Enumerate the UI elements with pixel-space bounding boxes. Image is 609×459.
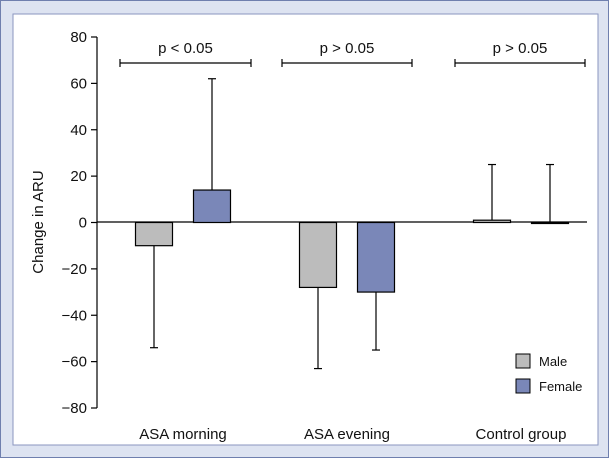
y-tick-label: −20 xyxy=(62,261,87,278)
y-ticks: 80 60 40 20 0 −20 −40 −60 −80 xyxy=(62,29,97,417)
legend: Male Female xyxy=(515,353,582,394)
significance-label: p < 0.05 xyxy=(158,40,213,57)
female-bar xyxy=(192,189,232,224)
legend-label: Male xyxy=(539,354,567,369)
male-bar xyxy=(472,219,512,224)
legend-label: Female xyxy=(539,379,582,394)
male-bar xyxy=(134,221,174,247)
significance-brackets: p < 0.05 p > 0.05 p > 0.05 xyxy=(119,40,586,67)
female-bar xyxy=(530,221,570,225)
category-label: ASA evening xyxy=(304,426,390,443)
bars xyxy=(134,189,570,293)
category-labels: ASA morning ASA evening Control group xyxy=(139,426,566,443)
y-axis-title: Change in ARU xyxy=(30,170,47,273)
error-bars xyxy=(150,78,554,370)
significance-label: p > 0.05 xyxy=(493,40,548,57)
y-tick-label: 80 xyxy=(70,29,87,46)
category-label: Control group xyxy=(476,426,567,443)
y-tick-label: −80 xyxy=(62,400,87,417)
category-label: ASA morning xyxy=(139,426,227,443)
y-tick-label: 40 xyxy=(70,122,87,139)
significance-label: p > 0.05 xyxy=(320,40,375,57)
male-legend-swatch xyxy=(515,353,531,369)
female-bar xyxy=(356,221,396,293)
y-tick-label: −40 xyxy=(62,307,87,324)
y-tick-label: 60 xyxy=(70,75,87,92)
y-tick-label: 20 xyxy=(70,168,87,185)
y-tick-label: −60 xyxy=(62,354,87,371)
female-legend-swatch xyxy=(515,378,531,394)
y-tick-label: 0 xyxy=(79,215,87,232)
male-bar xyxy=(298,221,338,289)
